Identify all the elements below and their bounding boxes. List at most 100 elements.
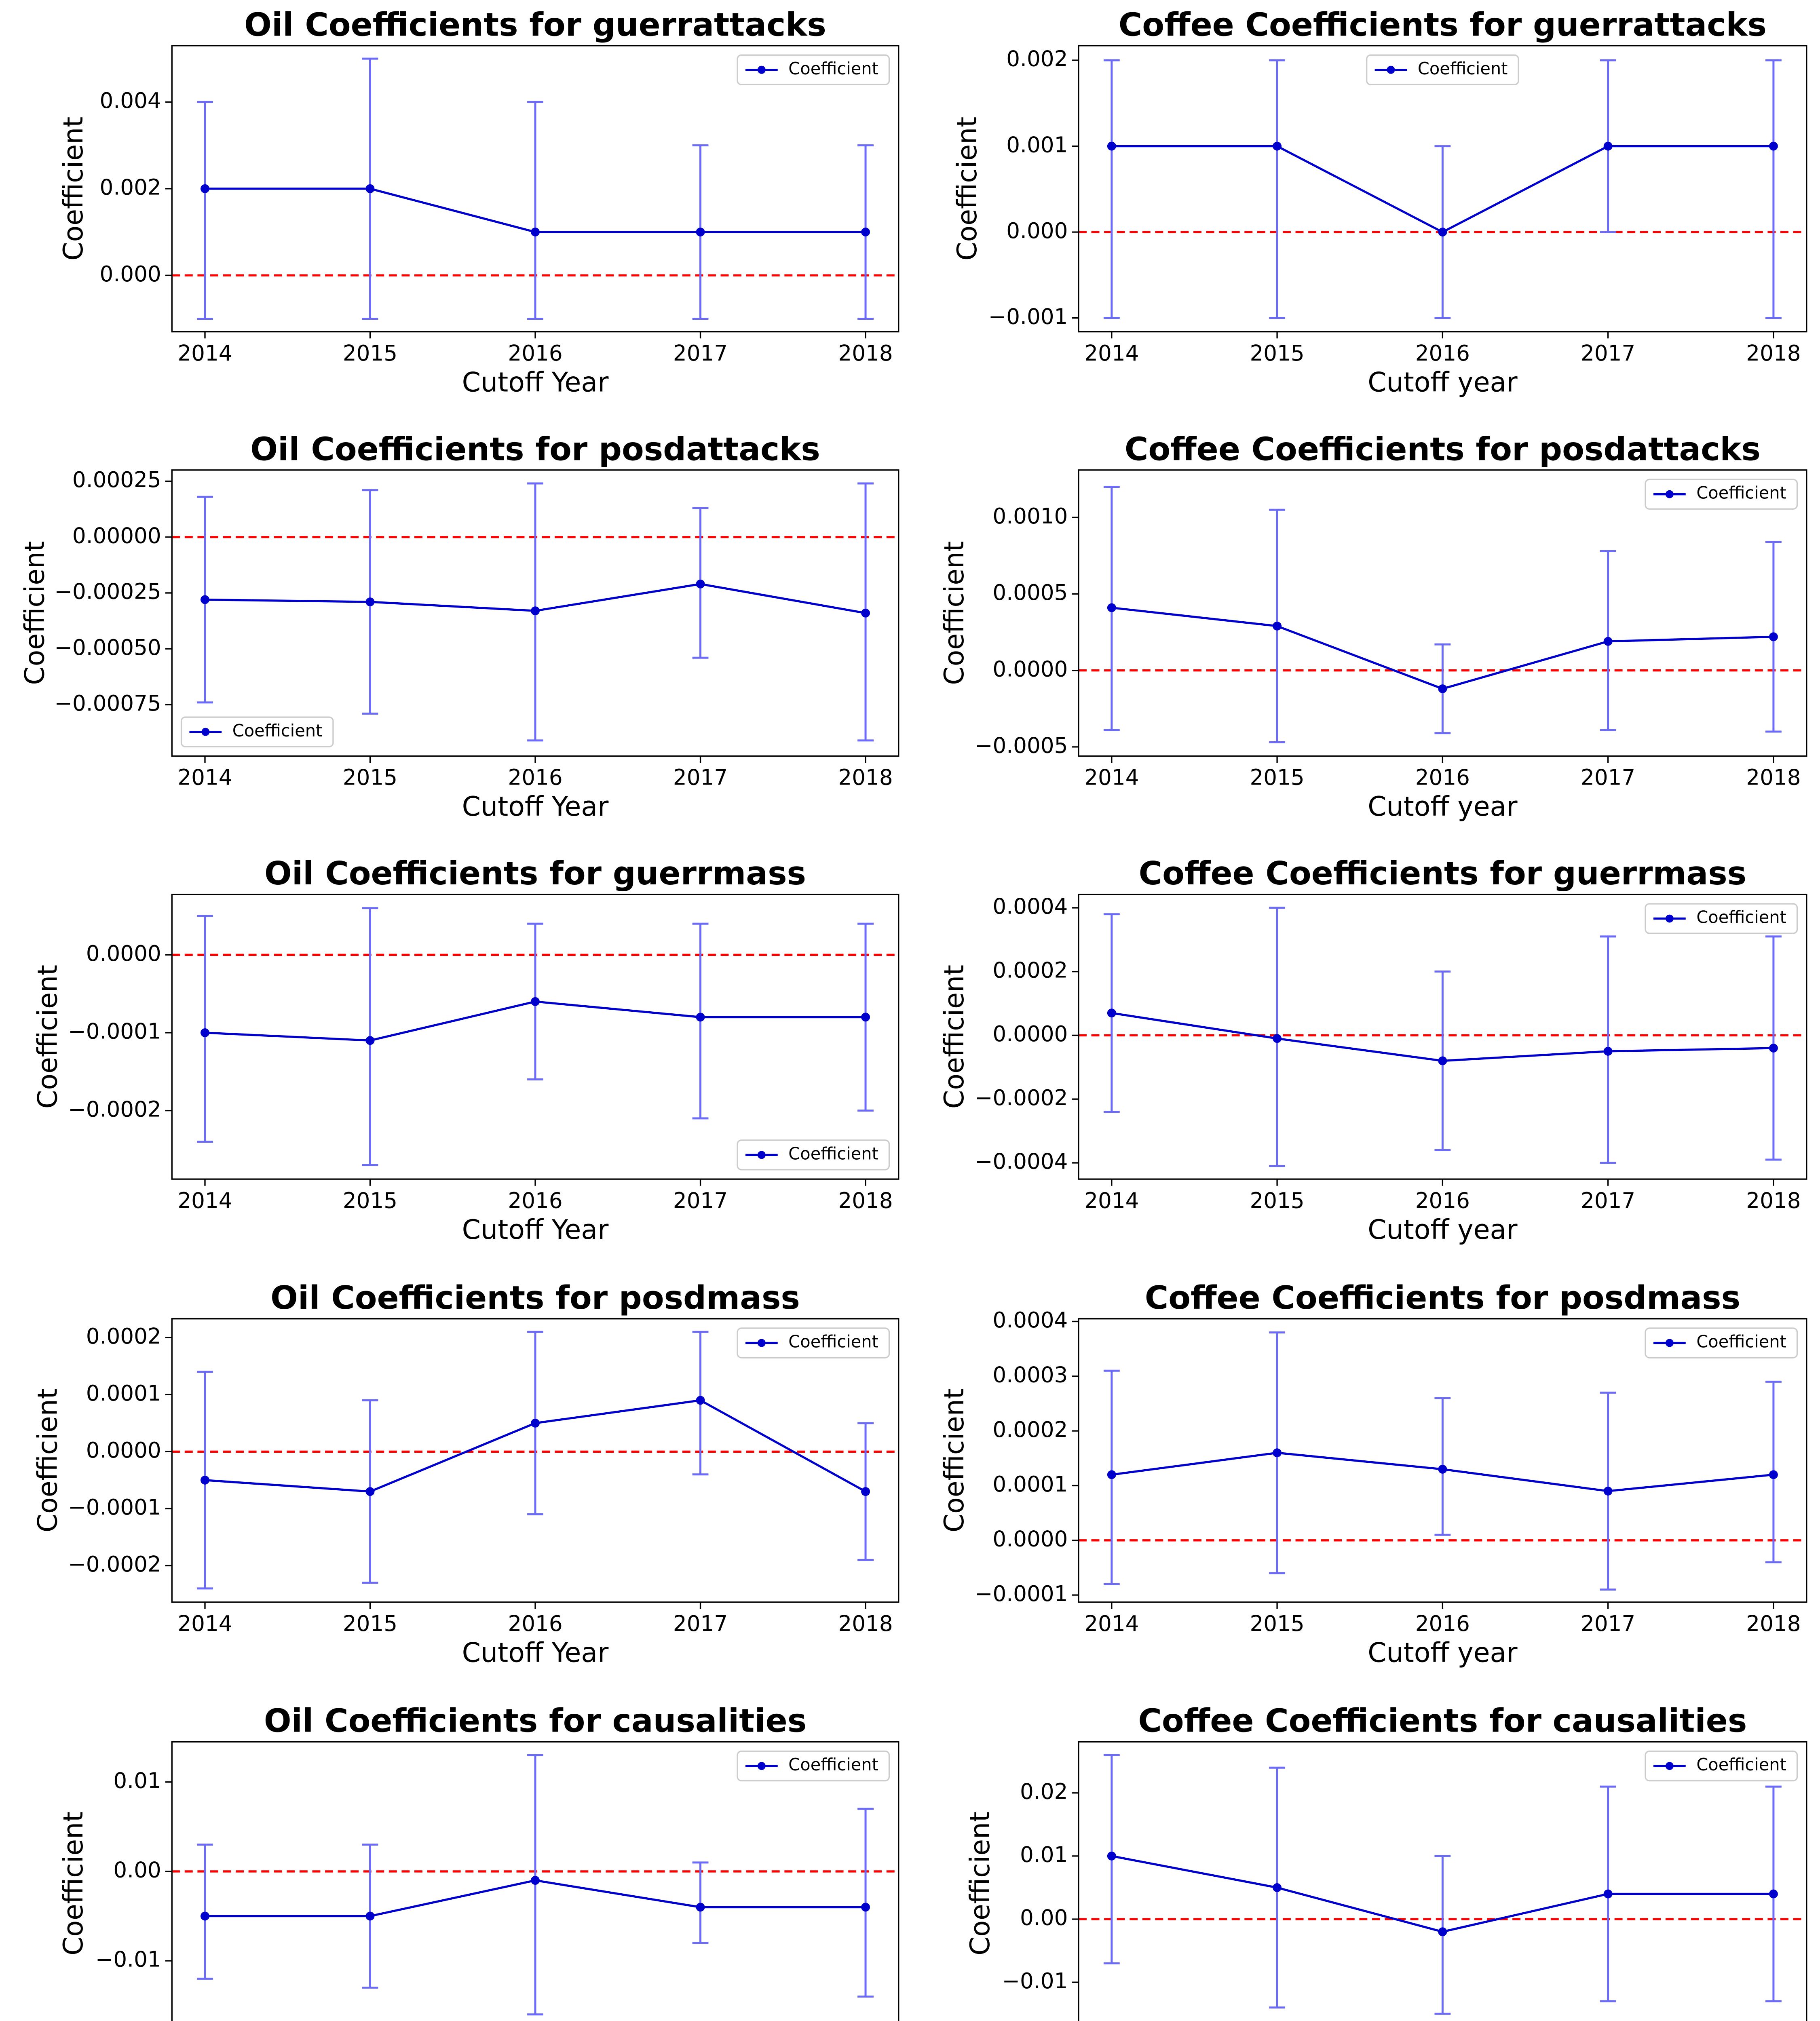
axes-frame xyxy=(171,894,899,1180)
y-tick-label: −0.0001 xyxy=(68,1495,161,1520)
data-point xyxy=(1769,1044,1778,1053)
data-point xyxy=(365,1036,375,1045)
data-point xyxy=(1273,1034,1282,1043)
x-tick-label: 2015 xyxy=(1250,765,1304,790)
data-point xyxy=(365,184,375,193)
x-axis-label: Cutoff Year xyxy=(462,1214,609,1245)
data-point xyxy=(531,606,540,616)
y-axis-label: Coefficient xyxy=(938,541,970,685)
data-point xyxy=(365,597,375,607)
data-point xyxy=(861,608,870,618)
x-tick-label: 2016 xyxy=(1415,1188,1470,1213)
y-tick-label: 0.0002 xyxy=(992,1417,1068,1442)
y-tick-label: −0.0004 xyxy=(975,1149,1068,1174)
subplot: Coffee Coefficients for posdmass 2014 2015… xyxy=(938,1279,1807,1668)
x-tick-label: 2016 xyxy=(1415,1611,1470,1636)
x-tick-label: 2014 xyxy=(177,1611,232,1636)
x-axis-label: Cutoff year xyxy=(1368,366,1518,398)
subplot-title: Oil Coefficients for posdmass xyxy=(270,1279,800,1316)
x-tick-label: 2017 xyxy=(673,1188,728,1213)
y-tick-label: 0.0005 xyxy=(992,580,1068,605)
y-tick-label: 0.002 xyxy=(100,175,161,200)
data-point xyxy=(1273,621,1282,631)
data-point xyxy=(201,1028,209,1037)
y-tick-label: −0.0002 xyxy=(68,1552,161,1577)
y-tick-label: 0.0000 xyxy=(992,1526,1068,1551)
legend: Coefficient xyxy=(1645,1327,1798,1359)
legend: Coefficient xyxy=(737,1139,890,1171)
subplot: Oil Coefficients for causalities20142015… xyxy=(57,1702,899,2021)
x-tick-label: 2015 xyxy=(1250,1188,1304,1213)
subplot: Coffee Coefficients for guerrmass 2014 201… xyxy=(938,854,1807,1245)
data-point xyxy=(1107,1470,1116,1479)
x-tick-label: 2015 xyxy=(1250,341,1304,366)
y-axis-label: Coefficient xyxy=(19,541,50,685)
y-tick-label: 0.01 xyxy=(1020,1842,1068,1867)
y-tick-label: 0.02 xyxy=(1020,1779,1068,1804)
legend: Coefficient xyxy=(1645,479,1798,510)
data-point xyxy=(1438,1464,1447,1474)
axes-frame xyxy=(1078,1318,1807,1603)
legend-label: Coefficient xyxy=(1696,483,1786,503)
x-axis-label: Cutoff year xyxy=(1368,1214,1518,1245)
y-tick-label: 0.0001 xyxy=(992,1472,1068,1497)
data-point xyxy=(696,1903,705,1912)
y-tick-label: 0.0002 xyxy=(992,958,1068,983)
subplot: Oil Coefficients for guerrmass 2014 2015 20… xyxy=(32,854,899,1245)
x-tick-label: 2014 xyxy=(177,765,232,790)
data-point xyxy=(1769,1889,1778,1899)
legend: Coefficient xyxy=(180,716,334,747)
axes-frame xyxy=(1078,1741,1807,2021)
x-tick-label: 2018 xyxy=(1746,1611,1801,1636)
y-tick-label: −0.0002 xyxy=(975,1085,1068,1110)
y-tick-label: −0.0005 xyxy=(975,733,1068,758)
data-point xyxy=(1438,1056,1447,1065)
legend-box xyxy=(1645,1327,1798,1359)
data-point xyxy=(1273,1448,1282,1458)
data-point xyxy=(696,579,705,589)
y-axis-label: Coefficient xyxy=(938,965,970,1109)
axes-frame xyxy=(171,45,899,333)
data-point xyxy=(1603,1046,1613,1056)
y-tick-label: 0.0000 xyxy=(992,656,1068,681)
legend-box xyxy=(737,54,890,85)
data-point xyxy=(1273,141,1282,151)
subplot-title: Oil Coefficients for causalities xyxy=(264,1702,807,1740)
x-axis-label: Cutoff Year xyxy=(462,366,609,398)
legend: Coefficient xyxy=(1645,903,1798,934)
x-tick-label: 2014 xyxy=(177,341,232,366)
subplot-title: Coffee Coefficients for posdattacks xyxy=(1125,430,1761,468)
legend-label: Coefficient xyxy=(232,721,323,740)
y-tick-label: 0.004 xyxy=(100,88,161,113)
subplot: Coffee Coefficients for posdattacks 2014 2… xyxy=(938,430,1807,822)
data-point xyxy=(531,1418,540,1428)
legend-box xyxy=(737,1327,890,1359)
x-tick-label: 2018 xyxy=(838,765,893,790)
x-tick-label: 2014 xyxy=(1084,1188,1139,1213)
legend-marker xyxy=(757,65,766,74)
legend-marker xyxy=(757,1762,766,1770)
legend-label: Coefficient xyxy=(1696,1331,1786,1351)
subplot-title: Oil Coefficients for guerrmass xyxy=(264,854,806,892)
data-point xyxy=(201,1475,209,1485)
legend-box xyxy=(737,1139,890,1171)
legend-marker xyxy=(757,1151,766,1159)
x-tick-label: 2015 xyxy=(343,1188,397,1213)
legend: Coefficient xyxy=(737,1750,890,1782)
x-tick-label: 2016 xyxy=(508,341,562,366)
y-tick-label: 0.01 xyxy=(113,1768,161,1793)
legend-marker xyxy=(1387,65,1395,74)
y-tick-label: −0.00025 xyxy=(54,579,161,604)
data-point xyxy=(531,997,540,1006)
y-axis-label: Coefficient xyxy=(57,117,89,261)
data-point xyxy=(1769,632,1778,641)
x-tick-label: 2015 xyxy=(343,765,397,790)
data-point xyxy=(1107,141,1116,151)
subplot: Coffee Coefficients for guerrattacks 2014… xyxy=(951,6,1807,398)
data-point xyxy=(696,1396,705,1405)
x-tick-label: 2017 xyxy=(673,341,728,366)
axes-frame xyxy=(1078,469,1807,757)
x-tick-label: 2016 xyxy=(1415,765,1470,790)
